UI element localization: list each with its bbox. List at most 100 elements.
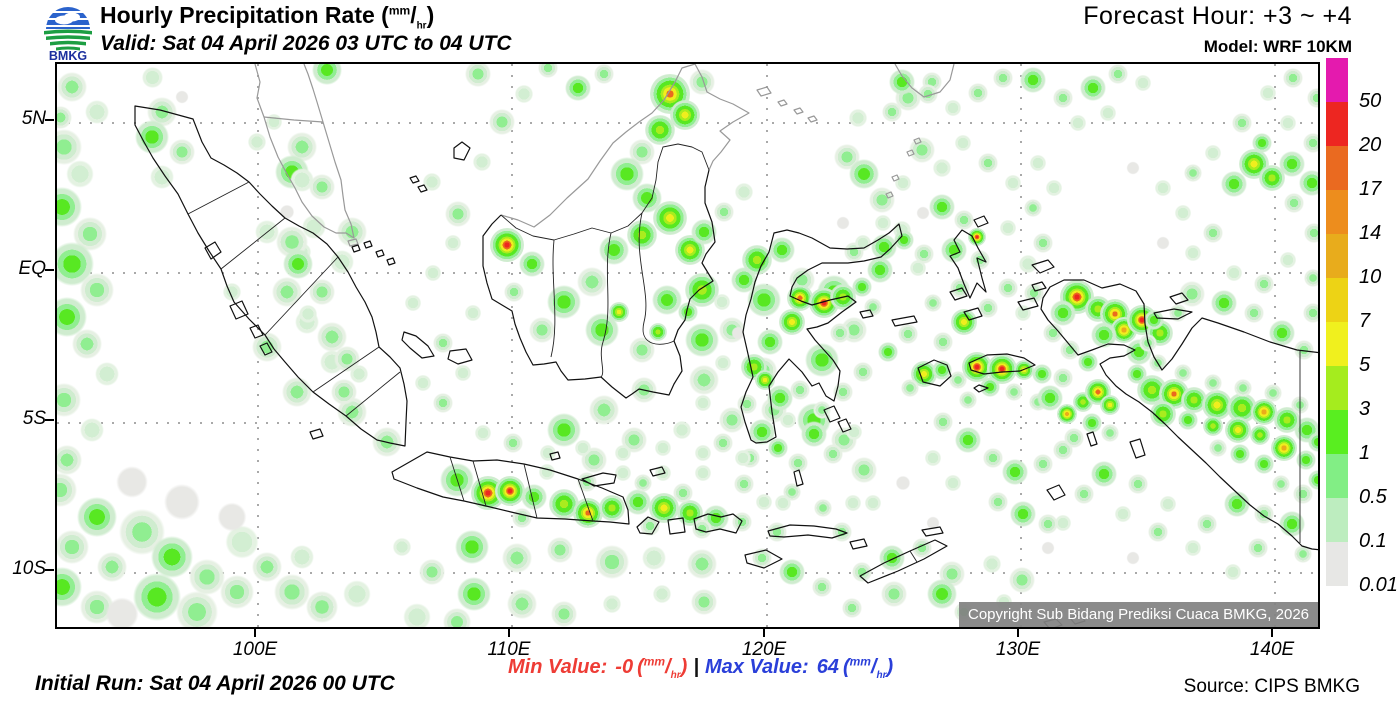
lon-tick (508, 629, 510, 637)
lon-tick (1017, 629, 1019, 637)
precip-cell-g3 (1081, 412, 1103, 434)
colorbar-label: 17 (1359, 178, 1382, 201)
precip-cell-g2 (733, 473, 755, 495)
precip-cell-g1 (671, 419, 693, 441)
precip-cell-g2 (631, 377, 657, 403)
precip-cell-g2 (1004, 382, 1024, 402)
precip-cell-g5 (608, 301, 630, 323)
precip-cell-g1 (953, 133, 973, 153)
precip-cell-g2 (1032, 232, 1054, 254)
precip-cell-g3 (767, 385, 793, 411)
precip-cell-g6 (1271, 435, 1297, 461)
precip-cell-g3 (1295, 449, 1317, 471)
precip-cell-g2 (787, 452, 809, 474)
precip-cell-g1 (613, 443, 633, 463)
precip-cell-g1 (1028, 153, 1048, 173)
precip-cell-g2 (932, 331, 954, 353)
precip-cell-g3 (1080, 75, 1106, 101)
precip-cell-g7 (573, 498, 603, 528)
precip-cell-g1 (863, 493, 883, 513)
precip-cell-g1 (329, 249, 355, 275)
precip-cell-g0 (99, 591, 145, 627)
precip-cell-g3 (565, 75, 591, 101)
precip-cell-g1 (651, 583, 673, 605)
precip-cell-g1 (1053, 513, 1073, 533)
precip-cell-g3 (521, 484, 547, 510)
gridline-lon (1020, 64, 1022, 627)
precip-cell-g3 (1031, 363, 1053, 385)
precip-cell-g2 (57, 445, 82, 475)
precip-cell-g1 (843, 493, 863, 513)
precip-cell-g2 (841, 597, 863, 619)
precip-cell-g2 (57, 529, 90, 565)
gridline-lat (57, 572, 1318, 574)
precip-cell-g2 (949, 277, 971, 299)
precip-cell-g3 (779, 559, 805, 585)
precip-cell-g1 (998, 218, 1018, 238)
precip-cell-g1 (84, 99, 110, 125)
precip-cell-g2 (1127, 473, 1149, 495)
precip-cell-g2 (982, 447, 1004, 469)
precip-cell-g2 (967, 82, 989, 104)
precip-cell-g2 (1283, 192, 1305, 214)
precip-cell-g3 (1010, 501, 1036, 527)
precip-cell-g1 (712, 292, 732, 312)
map-canvas: Copyright Sub Bidang Prediksi Cuaca BMKG… (55, 62, 1320, 629)
page-title-text: Hourly Precipitation Rate (100, 2, 375, 28)
precip-cell-g2 (419, 559, 445, 585)
precip-cell-g4 (627, 220, 657, 250)
precip-cell-g3 (769, 237, 795, 263)
precip-cell-g2 (689, 365, 719, 395)
precip-cell-g1 (1224, 263, 1244, 283)
precip-cell-g1 (342, 579, 372, 609)
precip-cell-g1 (423, 263, 443, 283)
precip-cell-g8 (495, 476, 525, 506)
colorbar-segment (1326, 190, 1348, 234)
precip-cell-g2 (594, 544, 630, 580)
precip-cell-g2 (881, 581, 907, 607)
precip-cell-g2 (1243, 302, 1265, 324)
precip-cell-g2 (432, 332, 454, 354)
precip-cell-g2 (305, 590, 339, 624)
precip-cell-g3 (1221, 171, 1247, 197)
lon-label: 130E (995, 639, 1041, 660)
precip-cell-g2 (1303, 268, 1318, 288)
precip-cell-g1 (149, 164, 175, 190)
precip-cell-g2 (1293, 544, 1313, 564)
lon-label: 140E (1249, 639, 1295, 660)
precip-cell-g2 (1263, 383, 1283, 403)
precip-cell-g2 (1147, 521, 1169, 543)
precip-cell-g2 (507, 589, 537, 619)
precip-cell-g3 (1211, 290, 1237, 316)
precip-colorbar-legend: 50 20 17 14 10 7 5 3 1 0.5 0.1 0.01 (1326, 58, 1398, 596)
precip-cell-g8 (489, 227, 525, 263)
precip-cell-g1 (348, 363, 370, 385)
precip-cell-g2 (1042, 322, 1064, 344)
precip-cell-g1 (289, 544, 315, 570)
precip-cell-g1 (943, 98, 963, 118)
precip-cell-g2 (219, 574, 255, 610)
lon-label: 100E (232, 639, 278, 660)
precip-cell-g3 (871, 234, 897, 260)
minmax-separator: | (693, 656, 699, 678)
precip-cell-g1 (693, 443, 713, 463)
precip-cell-g3 (1279, 511, 1305, 537)
colorbar-segment (1326, 322, 1348, 366)
precip-cell-g2 (1282, 67, 1304, 89)
colorbar-segment (1326, 542, 1348, 586)
colorbar-label: 0.01 (1359, 574, 1398, 597)
header-right: Forecast Hour: +3 ~ +4 Model: WRF 10KM (1083, 2, 1352, 57)
precip-cell-g2 (992, 67, 1014, 89)
precip-cell-g1 (471, 151, 493, 173)
precip-cell-g3 (691, 219, 717, 245)
precip-cell-g2 (529, 317, 555, 343)
precip-cell-g2 (551, 601, 577, 627)
precip-cell-g2 (309, 279, 335, 305)
lat-label: EQ (18, 258, 46, 279)
precip-cell-g3 (1269, 320, 1295, 346)
precip-cell-g3 (879, 545, 905, 571)
precip-cell-g1 (463, 303, 483, 323)
precip-cell-g2 (766, 521, 788, 543)
precip-cell-g5 (951, 309, 977, 335)
page-title: Hourly Precipitation Rate (mm/hr) (100, 2, 512, 31)
